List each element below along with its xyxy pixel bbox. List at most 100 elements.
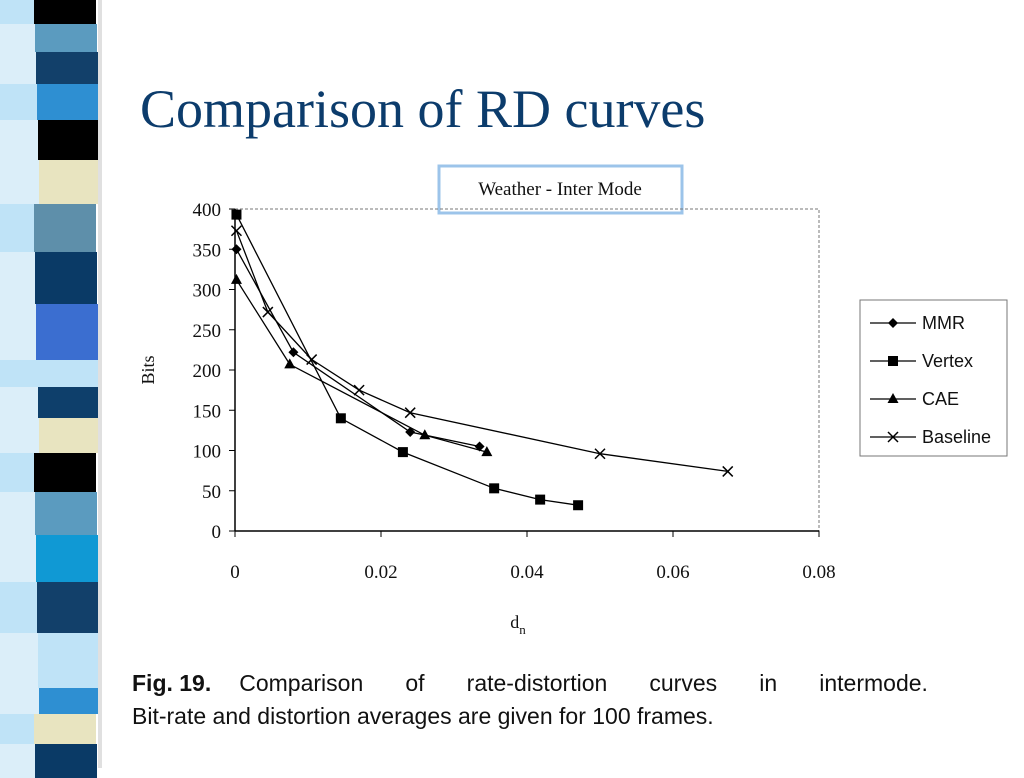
stripe-segment (34, 714, 96, 744)
x-axis-title-main: d (510, 612, 519, 632)
legend-box (859, 299, 1008, 457)
stripe-edge (0, 387, 38, 418)
legend-marker-vertex (888, 356, 898, 366)
caption-word: in (759, 670, 778, 696)
stripe-edge (0, 633, 38, 688)
stripe-segment (39, 418, 101, 453)
data-point-vertex (489, 483, 500, 494)
figure-caption: Fig. 19. Comparison of rate-distortion curv… (132, 667, 928, 733)
series-layer (230, 209, 734, 511)
stripe-edge (0, 714, 34, 744)
legend-items: MMR Vertex CAE Baseline (870, 313, 991, 447)
stripe-edge (0, 52, 36, 84)
caption-text-1: Comparison of rate-distortion curves in inter… (239, 667, 928, 700)
stripe-segment (37, 582, 99, 633)
stripe-edge (0, 24, 35, 52)
stripe-segment (39, 160, 101, 204)
stripe-edge (0, 418, 39, 453)
data-point-vertex (231, 209, 242, 220)
x-tick-label: 0 (230, 562, 240, 583)
caption-word: rate-distortion (466, 670, 608, 696)
chart: Weather - Inter Mode 0 50 100 150 200 250 300 3… (138, 164, 1008, 637)
y-tick-label: 350 (193, 240, 222, 261)
data-point-vertex (335, 413, 346, 424)
legend-item-cae: CAE (870, 389, 959, 409)
x-tick-label: 0.04 (510, 562, 544, 583)
stripe-segment (36, 52, 98, 84)
y-ticks: 0 50 100 150 200 250 300 350 400 (193, 200, 235, 543)
x-tick-label: 0.08 (802, 562, 835, 583)
caption-word: intermode. (819, 670, 928, 696)
plot-area (234, 208, 820, 532)
decorative-stripe (0, 0, 110, 778)
caption-word: of (405, 670, 425, 696)
stripe-segment (34, 204, 96, 252)
stripe-edge (0, 582, 37, 633)
stripe-segment (38, 120, 100, 160)
caption-word: curves (649, 670, 718, 696)
stripe-segment (39, 688, 101, 714)
data-point-cae (284, 358, 296, 369)
stripe-edge (0, 453, 34, 492)
data-point-baseline (230, 225, 242, 237)
y-tick-label: 250 (193, 321, 222, 342)
legend-item-baseline: Baseline (870, 427, 991, 447)
legend-marker-mmr (888, 318, 898, 328)
data-point-mmr (288, 347, 299, 358)
x-ticks: 0 0.02 0.04 0.06 0.08 (230, 531, 836, 583)
slide-title: Comparison of RD curves (140, 79, 706, 139)
caption-word: Comparison (239, 670, 364, 696)
stripe-segment (38, 387, 100, 418)
y-tick-label: 100 (193, 442, 222, 463)
stripe-edge (0, 360, 37, 387)
legend-label-baseline: Baseline (922, 427, 991, 447)
data-point-baseline (306, 354, 318, 366)
stripe-edge (0, 204, 34, 252)
legend-label-vertex: Vertex (922, 351, 973, 371)
stripe-segment (35, 744, 97, 778)
stripe-segment (36, 304, 98, 360)
data-point-vertex (397, 447, 408, 458)
data-point-mmr (405, 426, 416, 437)
series-baseline (230, 225, 734, 477)
x-axis-title: dn (510, 612, 526, 637)
stripe-edge (0, 492, 35, 535)
stripe-segment (34, 453, 96, 492)
caption-line-1: Fig. 19. Comparison of rate-distortion curv… (132, 667, 928, 700)
stripe-segment (35, 492, 97, 535)
stripe-segment (37, 360, 99, 387)
y-tick-label: 150 (193, 401, 222, 422)
stripe-edge (0, 252, 35, 304)
data-point-cae (230, 273, 242, 284)
stripe-segment (34, 0, 96, 24)
series-mmr (231, 244, 485, 452)
data-point-cae (419, 429, 431, 440)
series-line-mmr (235, 248, 480, 448)
stripe-edge (0, 84, 37, 120)
stripe-edge (0, 688, 39, 714)
y-tick-label: 200 (193, 361, 222, 382)
chart-title-border (437, 164, 684, 215)
y-tick-label: 400 (193, 200, 222, 221)
legend-item-mmr: MMR (870, 313, 965, 333)
series-vertex (231, 209, 584, 511)
y-axis-title: Bits (138, 355, 158, 384)
x-tick-label: 0.02 (364, 562, 397, 583)
series-line-vertex (235, 214, 579, 506)
legend: MMR Vertex CAE Baseline (859, 299, 1008, 457)
stripe-edge (0, 535, 36, 582)
data-point-baseline (262, 306, 274, 318)
chart-title: Weather - Inter Mode (478, 179, 642, 200)
legend-marker-baseline (887, 431, 899, 443)
chart-title-box: Weather - Inter Mode (437, 164, 684, 215)
stripe-segment (37, 84, 99, 120)
x-axis-title-subscript: n (519, 622, 526, 637)
caption-label: Fig. 19. (132, 670, 212, 696)
legend-label-mmr: MMR (922, 313, 965, 333)
x-tick-label: 0.06 (656, 562, 689, 583)
y-tick-label: 300 (193, 281, 222, 302)
data-point-baseline (353, 384, 365, 396)
stripe-edge (0, 304, 36, 360)
data-point-baseline (404, 407, 416, 419)
stripe-edge (0, 120, 38, 160)
